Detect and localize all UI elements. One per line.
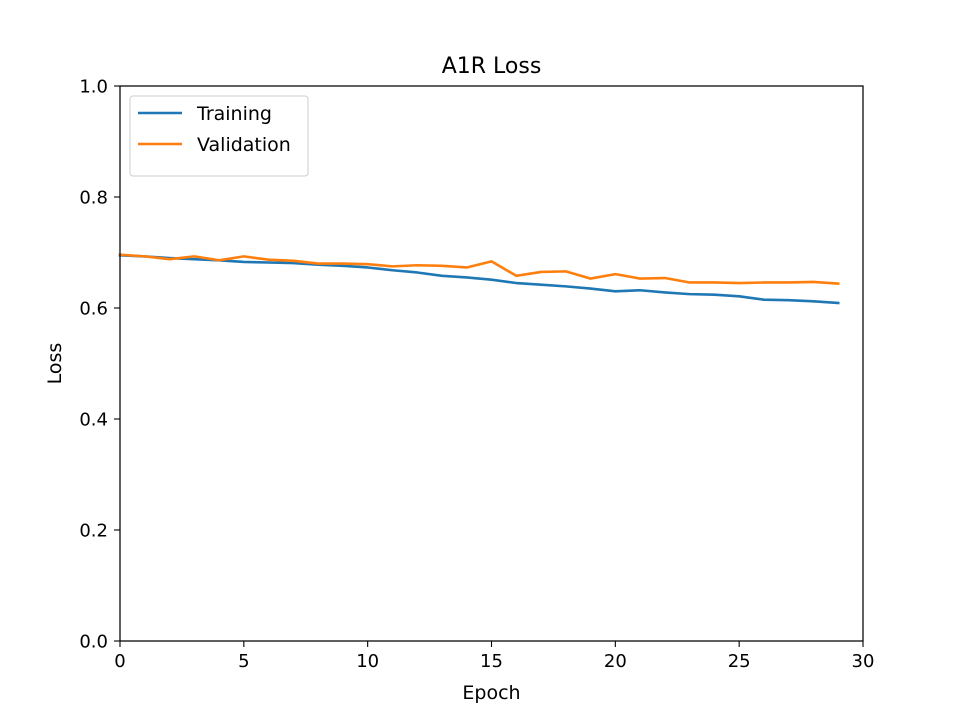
y-tick-label: 0.0 [79,632,108,653]
x-tick-label: 0 [114,651,125,672]
legend-training-label: Training [196,103,272,125]
y-tick-label: 0.6 [79,299,108,320]
y-axis-label: Loss [44,343,66,385]
y-tick-label: 1.0 [79,77,108,98]
x-tick-label: 10 [356,651,379,672]
x-tick-label: 25 [728,651,751,672]
x-axis-ticks: 0 5 10 15 20 25 30 [114,641,874,672]
y-tick-label: 0.4 [79,410,108,431]
chart-title: A1R Loss [442,54,542,79]
legend: Training Validation [129,95,309,177]
plot-area [118,253,840,305]
y-tick-label: 0.2 [79,521,108,542]
y-tick-label: 0.8 [79,188,108,209]
x-tick-label: 30 [852,651,875,672]
legend-validation-label: Validation [197,134,291,156]
x-tick-label: 15 [480,651,503,672]
y-axis-ticks: 0.0 0.2 0.4 0.6 0.8 1.0 [79,77,120,653]
x-axis-label: Epoch [462,682,520,704]
validation-series-line [118,253,840,285]
x-tick-label: 5 [238,651,249,672]
legend-box [129,95,309,177]
x-tick-label: 20 [604,651,627,672]
training-series-line [118,253,840,305]
